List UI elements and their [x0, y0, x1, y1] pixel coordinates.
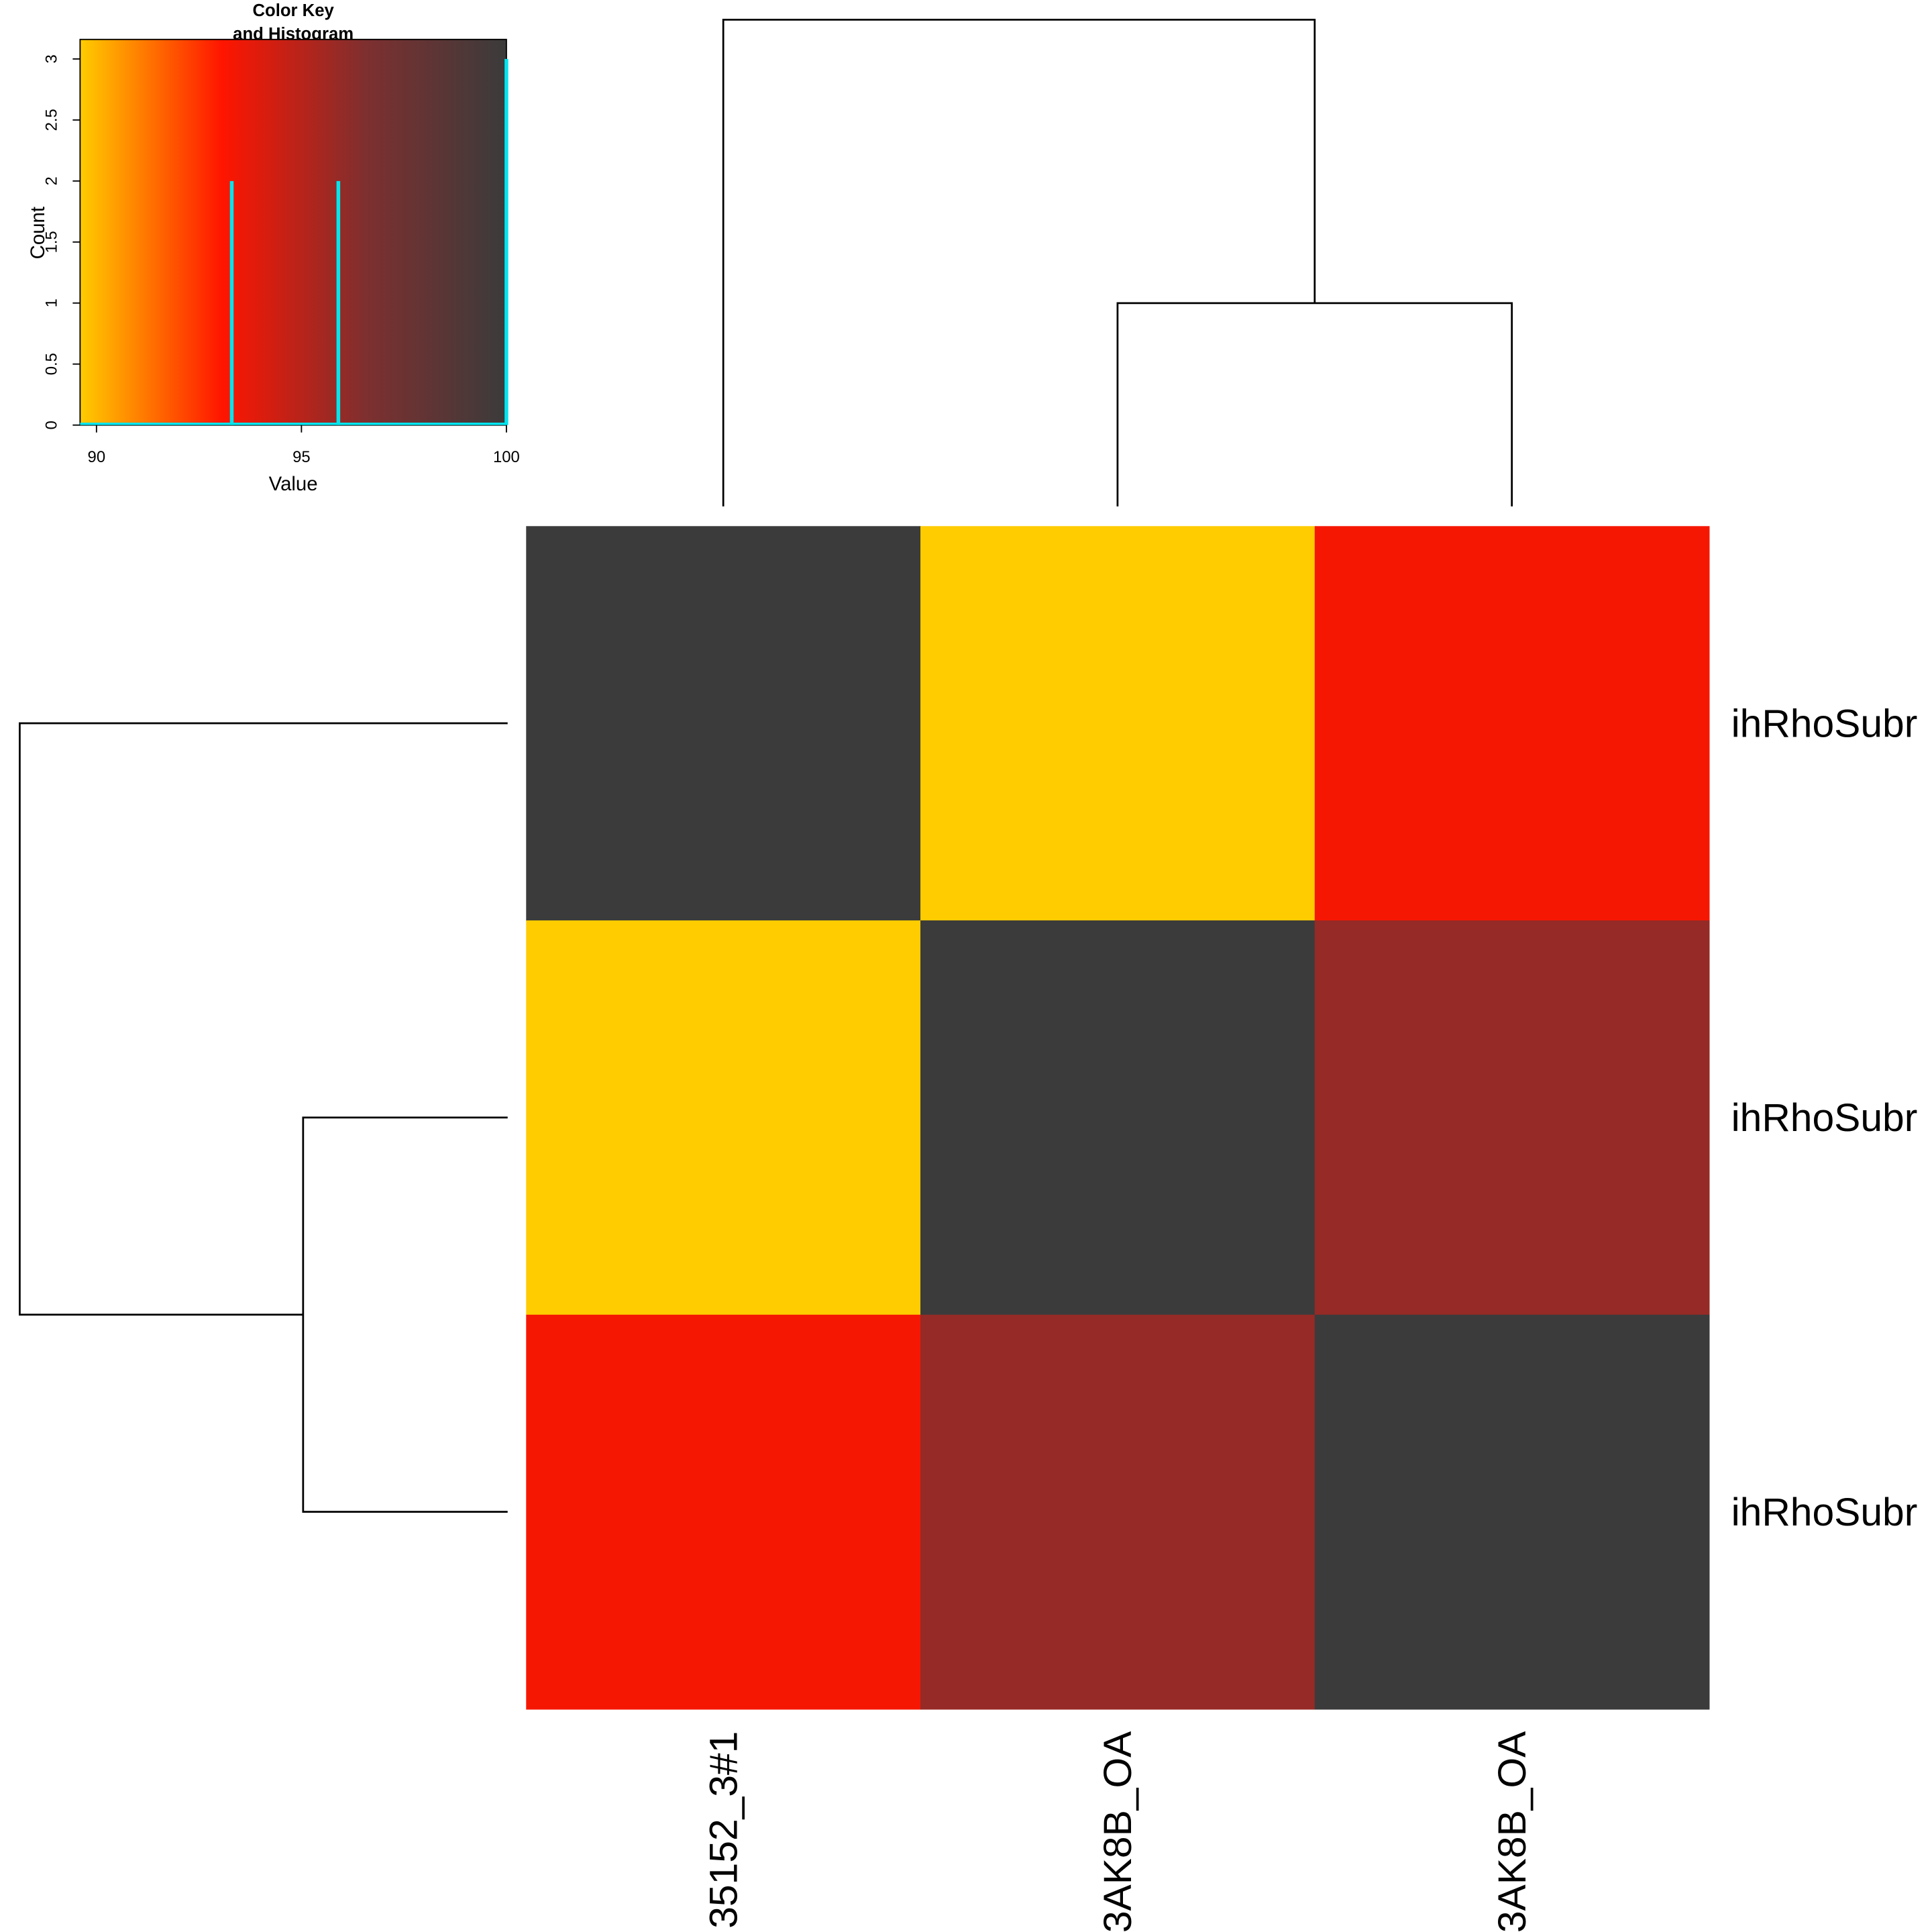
row-dendrogram: [302, 1116, 508, 1513]
heatmap-cell: [920, 1314, 1316, 1710]
column-label: 3AK8B_OA: [1096, 1731, 1140, 1932]
dendrograms: [19, 19, 1513, 1513]
heatmap-cell: [920, 526, 1316, 921]
y-tick-label: 3: [42, 54, 60, 63]
y-tick-label: 1.5: [42, 231, 60, 253]
y-tick-label: 1: [42, 299, 60, 307]
heatmap-cell: [526, 920, 921, 1316]
heatmap-cell: [1314, 526, 1710, 921]
row-label: ihRhoSubr: [1731, 1096, 1918, 1140]
heatmap-cell: [526, 1314, 921, 1710]
column-dendrogram: [1116, 302, 1513, 506]
key-title: Color Key: [252, 1, 334, 20]
key-y-label: Count: [27, 207, 49, 259]
color-key-gradient: [79, 38, 507, 426]
x-tick-label: 95: [292, 448, 311, 466]
column-label: 35152_3#1: [702, 1731, 745, 1929]
x-tick-label: 90: [88, 448, 106, 466]
key-x-label: Value: [269, 473, 318, 495]
column-label: 3AK8B_OA: [1491, 1731, 1534, 1932]
heatmap-cell: [1314, 920, 1710, 1316]
heatmap-cell: [526, 526, 921, 921]
heatmap-cell: [920, 920, 1316, 1316]
row-dendrogram: [19, 722, 508, 1316]
row-label: ihRhoSubr: [1731, 702, 1918, 745]
y-tick-label: 0: [42, 421, 60, 429]
y-tick-label: 0.5: [42, 353, 60, 375]
heatmap-cell: [1314, 1314, 1710, 1710]
y-tick-label: 2.5: [42, 109, 60, 131]
x-tick-label: 100: [493, 448, 520, 466]
row-label: ihRhoSubr: [1731, 1491, 1918, 1534]
column-dendrogram: [722, 19, 1316, 506]
y-tick-label: 2: [42, 176, 60, 185]
